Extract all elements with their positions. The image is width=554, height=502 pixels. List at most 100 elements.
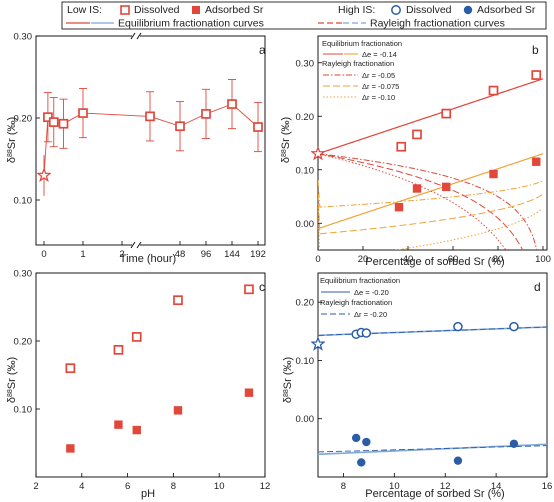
panel-a-frame [35, 35, 266, 246]
panel-a-break-mark [130, 241, 136, 249]
panel-c-letter: c [259, 280, 265, 294]
panel-b-legend: Equilibrium fractionation Δe = -0.14 Ray… [322, 39, 402, 102]
panel-b-xtick-label: 80 [493, 254, 504, 265]
panel-a-point [253, 122, 263, 132]
panel-b-ytick-label: 0.30 [296, 58, 315, 69]
panel-a-letter: a [259, 43, 266, 57]
panel-d-frame [317, 272, 548, 478]
panel-d-xtick-label: 12 [440, 481, 451, 492]
panel-c-dissolved-point [65, 363, 76, 374]
panel-a-break-gap [132, 241, 140, 249]
panel-b-letter: b [532, 43, 539, 57]
panel-b-ytick-label: 0.20 [296, 112, 315, 123]
panel-b-eq-entry: Δe = -0.14 [362, 50, 397, 59]
panel-d-legend: Equilibrium fractionation Δe = -0.20 Ray… [320, 276, 400, 319]
panel-c-dissolved-point [173, 295, 183, 306]
panel-b-ray-entry-1: Δr = -0.05 [362, 71, 395, 80]
panel-b-ytick-label: 0.10 [296, 165, 315, 176]
panel-d-dissolved-point [509, 321, 519, 332]
panel-d-ytick-label: 0.20 [296, 298, 315, 309]
panel-d-xtick-label: 16 [542, 481, 553, 492]
panel-a-point [58, 118, 69, 129]
panel-d-dissolved-point [361, 328, 372, 338]
panel-a-break-mark [130, 32, 136, 40]
legend-high-adsorbed-label: Adsorbed Sr [477, 4, 536, 16]
panel-b-frame [317, 35, 548, 251]
panel-d-letter: d [534, 280, 541, 294]
panel-b-adsorbed-point [412, 184, 422, 193]
legend-adsorbed-marker [192, 6, 200, 14]
panel-b-xlabel: Percentage of sorbed Sr (%) [365, 256, 504, 268]
panel-d-xtick-label: 14 [491, 481, 502, 492]
panel-d-ray-entry: Δr = -0.20 [354, 310, 387, 319]
panel-b-eq-adsorbed-line [318, 153, 544, 230]
panel-a-ytick-label: 0.20 [14, 114, 33, 125]
panel-b-xtick-label: 60 [448, 254, 459, 265]
panel-a-xtick-label: 0 [41, 249, 46, 260]
svg-text:δ88Sr (‰): δ88Sr (‰) [282, 357, 294, 403]
legend-high-adsorbed-marker [463, 5, 473, 15]
panel-b-ray-entry-3: Δr = -0.10 [362, 93, 395, 102]
panel-b-ytick-label: 0.00 [296, 219, 315, 230]
legend-high-dissolved-label: Dissolved [406, 4, 452, 16]
panel-d-adsorbed-point [362, 437, 371, 447]
panel-d: 0.00 0.10 0.20 8 10 12 14 16 [296, 272, 553, 492]
panel-d-ray-title: Rayleigh fractionation [320, 298, 392, 307]
panel-d-adsorbed-point [453, 456, 463, 465]
panel-c-ytick-label: 0.20 [14, 337, 33, 348]
panel-a-xtick-label: 144 [224, 249, 240, 260]
panel-d-xtick-label: 8 [341, 481, 346, 492]
panel-a-ytick-label: 0.10 [14, 196, 33, 207]
panel-b-ray-dissolved-line [318, 153, 507, 250]
panel-b-ylabel: δ88Sr (‰) [280, 117, 292, 163]
panel-b-xtick-label: 20 [358, 254, 369, 265]
panel-b-eq-title: Equilibrium fractionation [322, 39, 402, 48]
panel-d-ylabel: δ88Sr (‰) [282, 357, 294, 403]
top-legend: Low IS: Dissolved Adsorbed Sr High IS: D… [61, 1, 547, 30]
panel-c-dissolved-point [131, 332, 142, 342]
legend-high-dissolved-marker [391, 5, 401, 15]
panel-a-ylabel: δ88Sr (‰) [6, 117, 18, 163]
panel-a-xlabel: Time (hour) [120, 253, 176, 265]
panel-b-dissolved-point [488, 85, 499, 96]
panel-b-adsorbed-point [489, 169, 498, 179]
panel-b-dissolved-point [396, 141, 407, 152]
panel-a-xtick-label: 2 [119, 249, 124, 260]
panel-c-ylabel: δ88Sr (‰) [6, 357, 18, 403]
panel-b-adsorbed-point [394, 203, 404, 212]
panel-c-ytick-label: 0.10 [14, 405, 33, 416]
panel-a-point [227, 99, 237, 109]
legend-low-is: Low IS: [67, 4, 102, 16]
panel-b: 0.00 0.10 0.20 0.30 0 20 40 60 80 100 [296, 35, 551, 265]
panel-a-xtick-label: 96 [201, 249, 212, 260]
panel-b-adsorbed-point [442, 182, 451, 192]
panel-b-ray-entry-2: Δr = -0.075 [362, 82, 399, 91]
svg-text:δ88Sr (‰): δ88Sr (‰) [6, 357, 18, 403]
top-legend-frame [61, 1, 547, 30]
panel-a-point [48, 117, 59, 127]
panel-d-ytick-label: 0.00 [296, 414, 315, 425]
panel-a-point [175, 121, 185, 132]
panel-c-xtick-label: 8 [171, 481, 176, 492]
panel-c-xtick-label: 10 [214, 481, 225, 492]
panel-c-adsorbed-point [132, 425, 141, 435]
panel-d-adsorbed-point [351, 433, 361, 443]
panel-c-adsorbed-point [114, 420, 123, 429]
panel-d-dissolved-point [453, 321, 463, 332]
legend-dissolved-label: Dissolved [134, 4, 180, 16]
panel-a-point [145, 111, 155, 122]
panel-b-xtick-label: 40 [403, 254, 414, 265]
panel-b-xtick-label: 0 [315, 254, 320, 265]
panel-b-dissolved-point [441, 108, 452, 119]
panel-c-xtick-label: 4 [79, 481, 84, 492]
panel-c: 0.10 0.20 0.30 2 4 6 8 10 12 [14, 269, 271, 493]
panel-b-ray-adsorbed-line [318, 193, 543, 235]
panel-a-xtick-label: 48 [175, 249, 186, 260]
panel-d-xlabel: Percentage of sorbed Sr (%) [365, 488, 504, 500]
panel-d-eq-title: Equilibrium fractionation [320, 276, 400, 285]
panel-c-adsorbed-point [173, 406, 183, 415]
panel-c-adsorbed-point [66, 444, 75, 453]
panel-c-xtick-label: 2 [33, 481, 38, 492]
legend-adsorbed-label: Adsorbed Sr [205, 4, 264, 16]
panel-b-eq-dissolved-line [318, 78, 544, 155]
